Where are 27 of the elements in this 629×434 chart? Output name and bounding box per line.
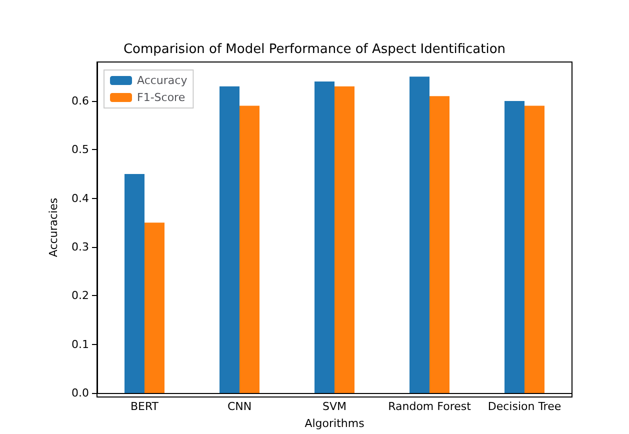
legend-label: F1-Score xyxy=(137,91,186,104)
y-tick-label: 0.2 xyxy=(72,289,89,302)
bar xyxy=(334,86,354,393)
bar xyxy=(220,86,240,393)
x-tick-label: Decision Tree xyxy=(488,400,562,413)
x-tick-label: CNN xyxy=(227,400,252,413)
y-tick-label: 0.4 xyxy=(72,192,89,205)
bar xyxy=(430,96,450,393)
x-tick-label: BERT xyxy=(130,400,159,413)
y-tick-label: 0.1 xyxy=(72,338,89,351)
chart-title: Comparision of Model Performance of Aspect Identification xyxy=(123,42,506,57)
y-tick-label: 0.6 xyxy=(72,94,89,108)
y-tick-label: 0.3 xyxy=(72,240,89,254)
legend-label: Accuracy xyxy=(137,74,188,87)
bar xyxy=(144,222,164,393)
y-axis-title: Accuracies xyxy=(47,198,60,258)
y-tick-label: 0.0 xyxy=(72,386,89,400)
y-tick-label: 0.5 xyxy=(72,143,89,156)
bar xyxy=(240,106,260,393)
bar xyxy=(504,100,524,393)
bar xyxy=(124,174,144,393)
bar xyxy=(314,81,334,393)
bar xyxy=(410,76,430,393)
x-axis-title: Algorithms xyxy=(304,417,365,430)
x-tick-label: Random Forest xyxy=(388,400,472,413)
x-tick-label: SVM xyxy=(322,400,346,413)
bar xyxy=(524,106,544,393)
